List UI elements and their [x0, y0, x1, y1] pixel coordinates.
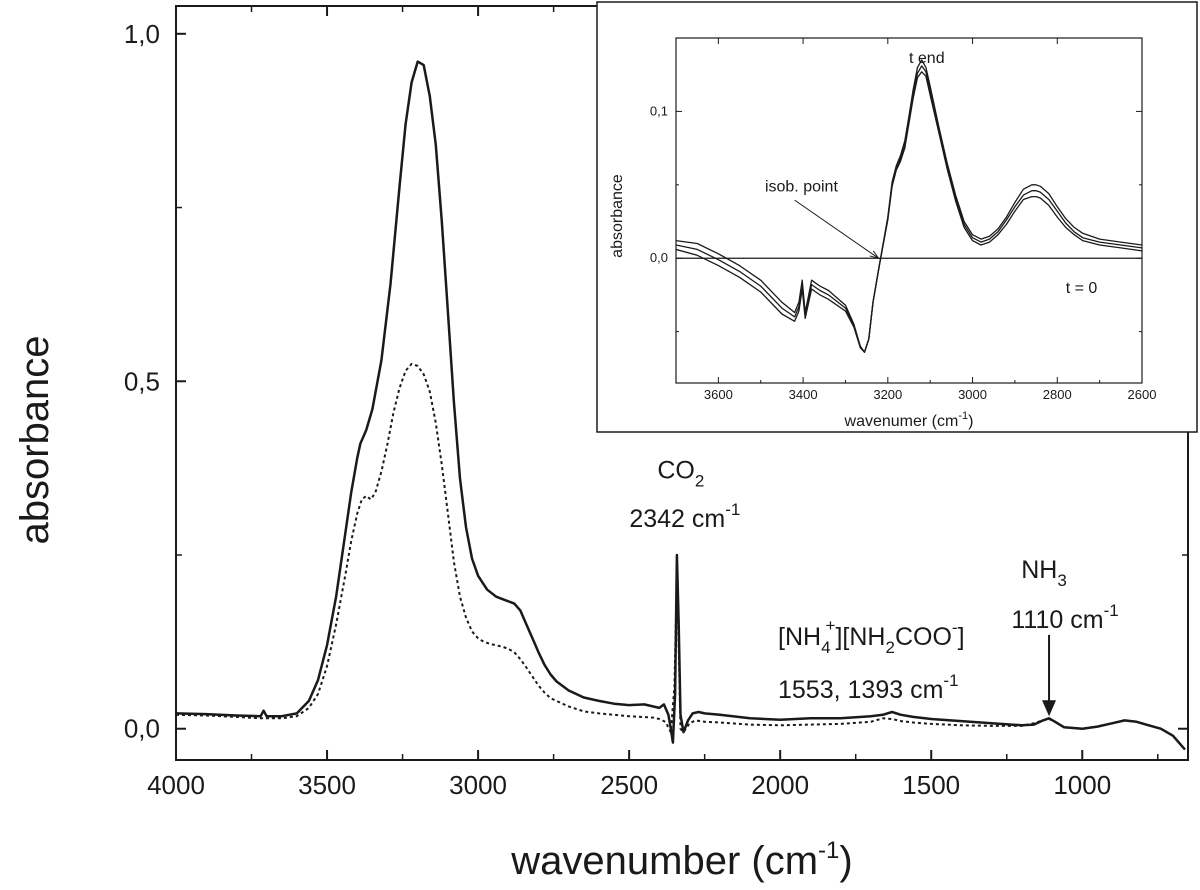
main-x-axis-title-text: wavenumber (cm — [510, 839, 818, 883]
main-series-group — [176, 60, 1186, 751]
carbamate-label-b-sub: 2 — [885, 638, 894, 657]
inset-x-tick-label: 2600 — [1128, 387, 1157, 402]
carbamate-label-c: COO — [895, 623, 952, 651]
co2-label: CO2 — [657, 457, 704, 491]
inset-series-group — [676, 59, 1142, 353]
inset-x-axis-title-close: ) — [968, 413, 973, 430]
main-x-axis-title-sup: -1 — [818, 837, 839, 864]
t-zero-label: t = 0 — [1066, 280, 1098, 297]
inset-x-tick-label: 3400 — [789, 387, 818, 402]
carbamate-label: [NH4 +][NH2COO-] — [778, 616, 965, 657]
carbamate-wavenumbers: 1553, 1393 cm-1 — [778, 671, 959, 704]
co2-wavenumber-text: 2342 cm — [629, 505, 725, 533]
inset-x-axis-title: wavenumer (cm-1) — [844, 410, 974, 430]
main-series-dotted — [176, 362, 1186, 751]
isobestic-point-label: isob. point — [765, 179, 838, 196]
carbamate-label-d: ] — [958, 623, 965, 651]
inset-x-axis: 3600 3400 3200 3000 2800 2600 — [704, 38, 1157, 402]
co2-wavenumber: 2342 cm-1 — [629, 500, 740, 533]
inset-x-axis-title-text: wavenumer (cm — [844, 413, 959, 430]
main-x-tick-label: 3500 — [298, 770, 356, 800]
nh3-label-sub: 3 — [1057, 571, 1066, 590]
t-end-label: t end — [909, 50, 945, 67]
inset-x-axis-title-sup: -1 — [958, 410, 968, 422]
main-x-tick-label: 2000 — [751, 770, 809, 800]
main-y-axis: 0,0 0,5 1,0 — [124, 19, 1188, 744]
nh3-wavenumber: 1110 cm-1 — [1011, 601, 1118, 634]
inset-plot: 3600 3400 3200 3000 2800 2600 0,0 0,1 wavenumer … — [596, 1, 1198, 433]
main-x-axis-title-close: ) — [839, 839, 852, 883]
inset-x-tick-label: 3200 — [873, 387, 902, 402]
main-x-tick-label: 3000 — [449, 770, 507, 800]
carbamate-wavenumbers-sup: -1 — [943, 671, 958, 690]
nh3-label: NH3 — [1021, 556, 1067, 590]
main-y-axis-title: absorbance — [13, 335, 57, 544]
inset-annotations: t end t = 0 isob. point — [765, 50, 1097, 297]
inset-y-tick-label: 0,1 — [650, 103, 668, 118]
inset-y-tick-label: 0,0 — [650, 250, 668, 265]
co2-wavenumber-sup: -1 — [725, 500, 740, 519]
main-x-axis-title: wavenumber (cm-1) — [510, 837, 852, 883]
co2-label-text: CO — [657, 457, 695, 485]
nh3-wavenumber-sup: -1 — [1104, 601, 1119, 620]
nh3-arrow-head — [1042, 700, 1057, 717]
isobestic-point-arrow — [794, 199, 879, 259]
carbamate-label-a: [NH — [778, 623, 821, 651]
nh3-label-text: NH — [1021, 556, 1057, 584]
main-y-tick-label: 1,0 — [124, 19, 160, 49]
inset-x-tick-label: 3600 — [704, 387, 733, 402]
main-x-tick-label: 2500 — [600, 770, 658, 800]
inset-x-tick-label: 2800 — [1043, 387, 1072, 402]
carbamate-label-b: ][NH — [835, 623, 885, 651]
inset-y-axis-title: absorbance — [609, 174, 626, 258]
co2-label-sub: 2 — [695, 472, 704, 491]
main-series-solid — [176, 60, 1186, 751]
carbamate-wavenumbers-text: 1553, 1393 cm — [778, 676, 943, 704]
inset-panel — [596, 1, 1198, 433]
inset-x-tick-label: 3000 — [958, 387, 987, 402]
carbamate-label-c-sup: - — [952, 618, 958, 637]
main-x-tick-label: 1000 — [1053, 770, 1111, 800]
main-y-tick-label: 0,5 — [124, 366, 160, 396]
isobestic-point-arrow-head — [869, 250, 880, 260]
main-x-tick-label: 4000 — [147, 770, 205, 800]
carbamate-label-a-sub: 4 — [821, 638, 830, 657]
inset-plot-frame — [675, 37, 1143, 384]
main-y-tick-label: 0,0 — [124, 714, 160, 744]
carbamate-label-a-sup: + — [826, 616, 836, 635]
nh3-wavenumber-text: 1110 cm — [1011, 606, 1103, 634]
inset-series-t-eq-0 — [676, 71, 1142, 353]
main-x-tick-label: 1500 — [902, 770, 960, 800]
main-plot: 4000 3500 3000 2500 2000 1500 1000 0,0 0,5 1,0 wav… — [13, 5, 1189, 883]
